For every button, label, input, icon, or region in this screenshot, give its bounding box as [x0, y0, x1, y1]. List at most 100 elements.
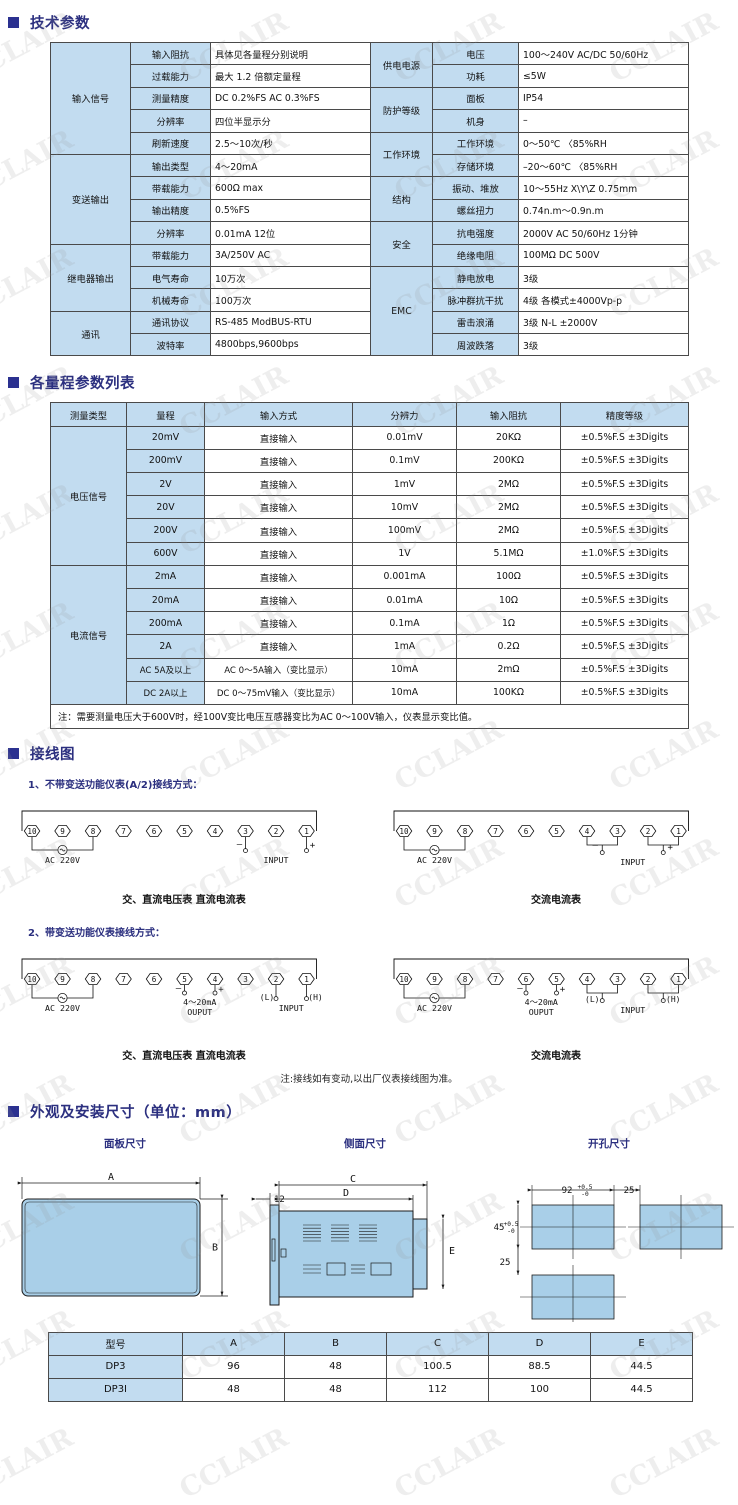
terminal-hex	[456, 973, 474, 985]
input-high-label: (H)	[666, 995, 680, 1004]
terminal-number: 6	[524, 975, 529, 984]
terminal-number: 2	[646, 827, 651, 836]
table-note-row: 注：需要测量电压大于600V时，经100V变比电压互感器变比为AC 0～100V…	[50, 703, 689, 729]
resolution: 10mV	[352, 495, 457, 520]
ac-supply-wire	[403, 836, 466, 851]
table-header-row: 测量类型 量程 输入方式 分辨力 输入阻抗 精度等级	[50, 402, 689, 427]
dim-a: 96	[182, 1354, 285, 1379]
wiring-row-1: 10 9 8 7 6 5 4 3 2 1 AC 220V – + INPUT 交、直流电压表 直流电流表 …	[0, 797, 738, 906]
input-terminal	[599, 998, 605, 1003]
table-row: 刷新速度 2.5～10次/秒 工作环境 工作环境 0～50℃ 〈85%RH	[51, 131, 689, 178]
dim-d-label: D	[343, 1188, 349, 1199]
ac-supply-wire	[31, 984, 94, 999]
input-impedance: 2MΩ	[456, 518, 561, 543]
model-name: DP3I	[48, 1377, 183, 1402]
table-row: 200V 直接输入 100mV 2MΩ ±0.5%F.S ±3Digits	[51, 518, 689, 543]
section-heading-wiring: 接线图	[0, 743, 738, 764]
terminal-number: 7	[121, 827, 126, 836]
dim-c: 112	[386, 1377, 489, 1402]
model-column-header: D	[488, 1331, 591, 1356]
spec-param-value: 3级	[518, 265, 689, 290]
input-method: AC 0～5A输入（变比显示）	[204, 657, 353, 682]
spec-param-label: 分辨率	[130, 221, 211, 245]
dimension-title-panel: 面板尺寸	[104, 1137, 146, 1150]
input-plus-terminal	[304, 848, 309, 853]
terminal-hex	[267, 825, 285, 837]
output-range-label: 4～20mA	[183, 997, 216, 1007]
panel-body	[21, 1198, 201, 1297]
dim-d: 88.5	[488, 1354, 591, 1379]
spec-group-label: 结构	[370, 176, 433, 223]
model-column-header: E	[590, 1331, 693, 1356]
terminal-number: 9	[60, 827, 65, 836]
cutout-height-value: 45	[494, 1223, 505, 1233]
resolution: 0.01mV	[352, 425, 457, 450]
bullet-square-icon	[8, 1105, 19, 1117]
spec-param-value: 最大 1.2 倍额定量程	[210, 64, 371, 88]
input-label: INPUT	[264, 855, 289, 865]
spec-param-label: 测量精度	[130, 86, 211, 111]
dim-b: 48	[284, 1377, 387, 1402]
spec-table: 输入信号 输入阻抗 具体见各量程分别说明 供电电源 电压 100～240V AC/DC 5…	[50, 41, 689, 357]
bullet-square-icon	[8, 377, 19, 389]
terminal-number: 10	[399, 827, 409, 836]
terminal-number: 5	[554, 827, 559, 836]
range-value: 2V	[126, 472, 205, 497]
spec-param-value: RS-485 ModBUS-RTU	[210, 310, 371, 335]
spec-param-label: 刷新速度	[130, 131, 211, 155]
output-label: OUPUT	[529, 1007, 554, 1017]
watermark-text: CCLAIR	[604, 1422, 724, 1505]
wiring-subtitle-2: 2、带变送功能仪表接线方式：	[28, 927, 165, 939]
input-minus-sign: –	[593, 841, 599, 851]
spec-group-label: 通讯	[50, 310, 131, 357]
spec-group-label: 输入信号	[50, 42, 131, 155]
terminal-number: 1	[304, 827, 309, 836]
table-row: 分辨率 0.01mA 12位 安全 抗电强度 2000V AC 50/60Hz 1分钟	[51, 221, 689, 267]
spec-group-label: 防护等级	[370, 86, 433, 133]
table-row: 输入信号 输入阻抗 具体见各量程分别说明 供电电源 电压 100～240V AC/DC 5…	[50, 41, 689, 155]
accuracy-grade: ±0.5%F.S ±3Digits	[560, 425, 689, 450]
terminal-hex	[298, 973, 315, 985]
side-rear-block	[412, 1218, 428, 1290]
table-row: 20V 直接输入 10mV 2MΩ ±0.5%F.S ±3Digits	[51, 495, 689, 520]
sine-wave-icon	[59, 996, 66, 1000]
spec-group-label: 继电器输出	[50, 243, 131, 312]
table-row: 波特率 4800bps,9600bps 周波跌落 3级	[51, 333, 689, 357]
terminal-hex	[84, 973, 102, 985]
wiring-diagram-1b: 10 9 8 7 6 5 4 3 2 1 AC 220V – + INPUT 交流电流表	[386, 797, 726, 906]
table-row: DP3I 48 48 112 100 44.5	[48, 1377, 693, 1402]
input-impedance: 2MΩ	[456, 472, 561, 497]
range-type-label: 电压信号	[50, 425, 127, 566]
range-column-header: 测量类型	[50, 402, 127, 427]
accuracy-grade: ±0.5%F.S ±3Digits	[560, 518, 689, 543]
terminal-number: 6	[152, 975, 157, 984]
output-minus-terminal	[182, 990, 187, 996]
spec-param-label: 螺丝扭力	[432, 198, 519, 223]
spec-param-value: 3A/250V AC	[210, 243, 371, 267]
terminal-hex	[23, 973, 41, 985]
terminal-hex	[426, 825, 443, 837]
terminal-number: 8	[463, 975, 468, 984]
accuracy-grade: ±1.0%F.S ±3Digits	[560, 541, 689, 566]
model-name: DP3	[48, 1354, 183, 1379]
dim-d: 100	[488, 1377, 591, 1402]
resolution: 1mV	[352, 472, 457, 497]
section-heading-range: 各量程参数列表	[0, 372, 738, 393]
input-impedance: 5.1MΩ	[456, 541, 561, 566]
wiring-diagram-1a: 10 9 8 7 6 5 4 3 2 1 AC 220V – + INPUT 交、直流电压表 直流电流表	[14, 797, 354, 906]
accuracy-grade: ±0.5%F.S ±3Digits	[560, 634, 689, 659]
model-column-header: 型号	[48, 1331, 183, 1356]
input-minus-sign: –	[237, 840, 243, 850]
side-port	[326, 1262, 346, 1276]
input-method: 直接输入	[204, 587, 353, 613]
terminal-number: 7	[493, 827, 498, 836]
terminal-bracket	[21, 958, 317, 979]
sine-wave-icon	[431, 848, 438, 852]
table-row: 2A 直接输入 1mA 0.2Ω ±0.5%F.S ±3Digits	[51, 634, 689, 659]
section-title-spec: 技术参数	[30, 16, 90, 32]
bullet-square-icon	[8, 17, 19, 28]
accuracy-grade: ±0.5%F.S ±3Digits	[560, 587, 689, 613]
terminal-number: 6	[524, 827, 529, 836]
range-value: AC 5A及以上	[126, 657, 205, 682]
